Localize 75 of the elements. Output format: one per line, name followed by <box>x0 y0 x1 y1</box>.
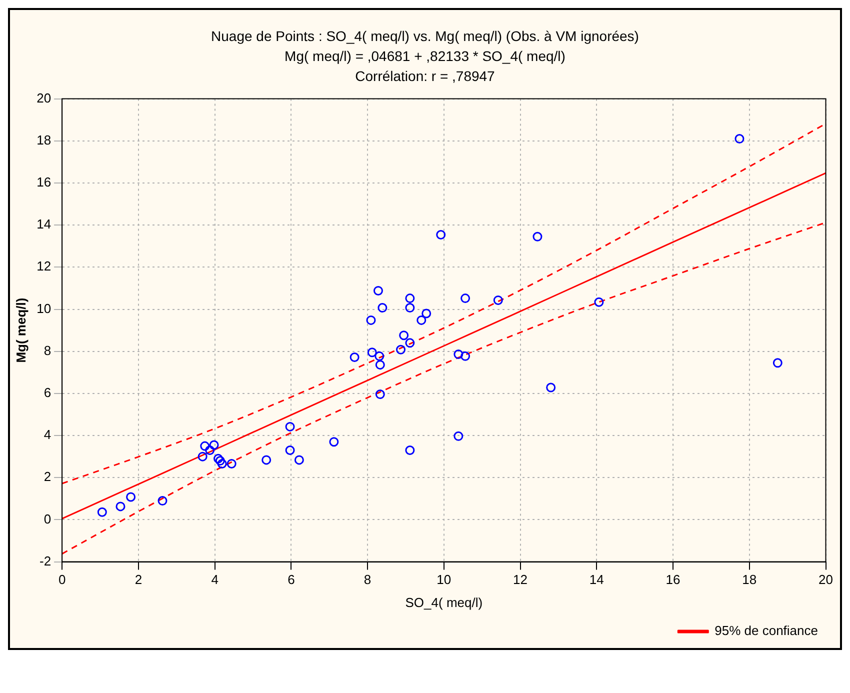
x-tick-label: 0 <box>58 572 66 588</box>
point <box>405 303 415 313</box>
point <box>262 455 272 465</box>
point <box>405 294 415 304</box>
point <box>399 330 409 340</box>
point <box>285 446 295 456</box>
x-tick-label: 14 <box>589 572 604 588</box>
point <box>217 458 227 468</box>
point <box>226 458 236 468</box>
y-axis-title: Mg( meq/l) <box>13 298 28 363</box>
line-series <box>62 222 826 555</box>
point <box>532 232 542 242</box>
x-tick-label: 4 <box>211 572 218 588</box>
x-axis-title: SO_4( meq/l) <box>405 594 483 610</box>
point <box>772 358 782 368</box>
point <box>373 286 383 296</box>
point <box>285 422 295 432</box>
y-tick-label: 20 <box>36 90 52 106</box>
point <box>375 360 385 370</box>
point <box>416 315 426 325</box>
point <box>454 431 464 441</box>
point <box>200 441 210 451</box>
legend-label: 95% de confiance <box>714 623 818 638</box>
point <box>460 351 470 361</box>
point <box>329 437 339 447</box>
text: Corrélation: r = ,78947 <box>354 68 496 84</box>
point <box>454 350 464 360</box>
point <box>493 295 503 305</box>
y-tick-label: 0 <box>44 511 52 526</box>
y-tick-label: 4 <box>44 427 52 442</box>
chart-title: Nuage de Points : SO_4( meq/l) vs. Mg( meq/l) (Obs. à VM ignorées) <box>210 28 640 44</box>
y-tick-label: 12 <box>36 258 52 274</box>
point <box>213 454 223 464</box>
point <box>396 344 406 354</box>
point <box>209 440 219 450</box>
x-tick-label: 16 <box>666 572 680 588</box>
x-tick-label: 18 <box>742 572 757 588</box>
line-series <box>62 172 826 520</box>
point <box>375 390 385 400</box>
point <box>546 382 556 392</box>
point <box>594 297 604 307</box>
point <box>97 507 107 517</box>
point <box>294 455 304 465</box>
point <box>116 502 126 512</box>
point <box>205 446 215 456</box>
x-tick-label: 6 <box>288 572 295 588</box>
point <box>366 315 376 325</box>
point <box>198 452 208 462</box>
point <box>158 496 168 506</box>
x-tick-label: 8 <box>364 572 372 588</box>
y-tick-label: 16 <box>36 174 52 190</box>
point <box>436 230 446 240</box>
x-tick-label: 10 <box>436 572 452 588</box>
y-tick-label: 18 <box>36 132 52 148</box>
point <box>405 446 415 456</box>
point <box>405 338 415 348</box>
y-tick-label: 2 <box>44 469 52 484</box>
y-tick-label: 8 <box>44 342 52 358</box>
point <box>422 308 432 318</box>
y-tick-label: 10 <box>36 300 52 316</box>
y-tick-label: -2 <box>39 553 52 568</box>
point <box>367 348 377 358</box>
point <box>374 351 384 361</box>
y-tick-label: 6 <box>44 385 52 400</box>
point <box>215 456 225 466</box>
point <box>734 134 744 144</box>
x-tick-label: 20 <box>818 572 834 588</box>
point <box>126 492 136 502</box>
point <box>378 303 388 313</box>
x-tick-label: 12 <box>513 572 528 588</box>
point <box>460 294 470 304</box>
x-tick-label: 2 <box>134 572 142 588</box>
chart-subtitle: Mg( meq/l) = ,04681 + ,82133 * SO_4( meq/l) <box>284 48 566 64</box>
point <box>350 352 360 362</box>
y-tick-label: 14 <box>36 216 52 232</box>
